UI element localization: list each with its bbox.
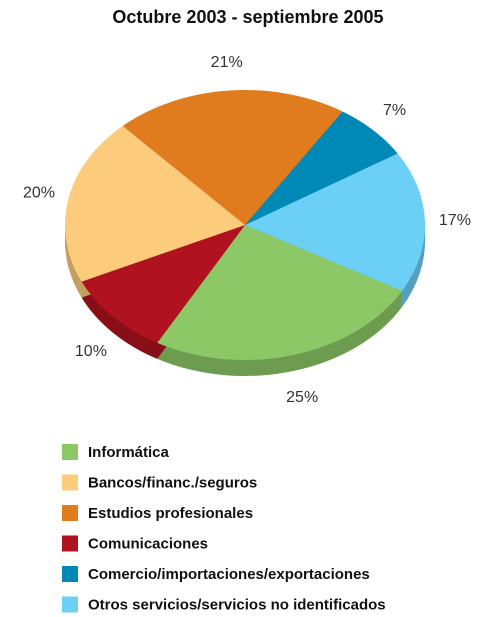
legend-label: Comercio/importaciones/exportaciones: [88, 566, 370, 583]
legend-label: Otros servicios/servicios no identificad…: [88, 596, 386, 613]
data-label: 21%: [211, 54, 243, 71]
data-label: 20%: [23, 185, 55, 202]
legend-swatch: [62, 566, 78, 582]
legend-label: Comunicaciones: [88, 535, 208, 552]
pie-slice: [157, 225, 403, 360]
pie-slice: [122, 90, 343, 225]
pie-slice: [81, 225, 245, 343]
legend-swatch: [62, 535, 78, 552]
legend-swatch: [62, 444, 78, 460]
legend-label: Informática: [88, 444, 170, 461]
pie-slice: [245, 153, 426, 291]
data-label: 10%: [75, 343, 107, 360]
data-label: 7%: [383, 102, 406, 119]
legend-label: Estudios profesionales: [88, 505, 253, 522]
legend-swatch: [62, 596, 78, 613]
legend-swatch: [62, 505, 78, 521]
pie-slice: [245, 111, 398, 225]
legend-swatch: [62, 474, 78, 491]
data-label: 17%: [439, 212, 471, 229]
data-label: 25%: [286, 389, 318, 406]
pie-slice: [64, 125, 245, 282]
legend-label: Bancos/financ./seguros: [88, 474, 257, 491]
chart-title: Octubre 2003 - septiembre 2005: [112, 7, 383, 27]
